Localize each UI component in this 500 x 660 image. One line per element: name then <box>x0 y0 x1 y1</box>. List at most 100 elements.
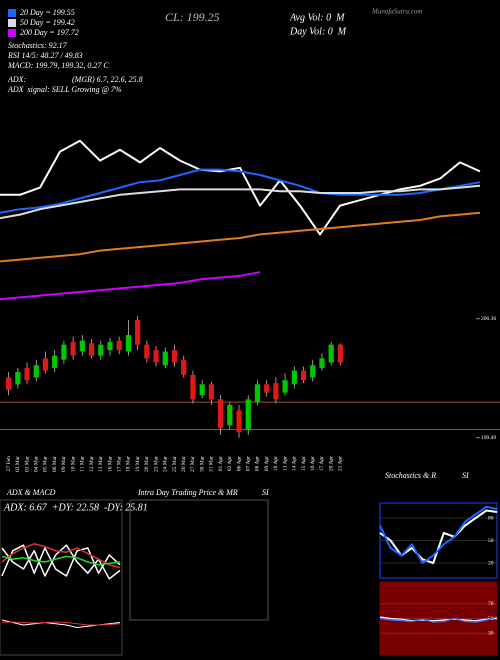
candle-body <box>6 377 12 390</box>
candle-body <box>135 320 141 345</box>
x-tick-label: 09 Apr <box>264 456 270 471</box>
x-tick-label: 20 Mar <box>144 456 150 472</box>
candle-body <box>181 359 187 375</box>
candle-body <box>61 344 67 360</box>
y-tick-label: 70 <box>488 601 494 607</box>
y-tick-label: 20 <box>488 560 494 566</box>
x-tick-label: 11 Mar <box>80 456 86 472</box>
x-tick-label: 02 Mar <box>15 456 21 472</box>
candle-body <box>273 382 279 400</box>
series-line <box>1 543 121 569</box>
panel-subtitle: ADX: 6.67 +DY: 22.58 -DY: 25.81 <box>3 502 148 513</box>
x-tick-label: 10 Mar <box>70 456 76 472</box>
y-tick-label: 200.36 <box>481 316 496 322</box>
adx-values: (MGR) 6.7, 22.6, 25.8 <box>72 75 143 84</box>
series-line <box>0 139 481 236</box>
candle-body <box>190 374 196 400</box>
adx-label: ADX: <box>7 75 27 84</box>
x-tick-label: 24 Mar <box>163 456 169 472</box>
series-line <box>379 505 498 564</box>
x-tick-label: 21 Apr <box>338 456 344 471</box>
panel-title: ADX & MACD <box>6 488 56 497</box>
x-tick-label: 08 Apr <box>255 456 261 471</box>
candle-body <box>337 344 343 363</box>
header-line: Stochastics: 92.17 <box>8 41 68 50</box>
series-line <box>379 616 498 623</box>
series-line <box>0 168 481 214</box>
y-tick-label: 80 <box>488 515 494 521</box>
legend-label: 20 Day = 199.55 <box>20 8 75 17</box>
candle-body <box>98 344 104 356</box>
series-line <box>1 555 121 566</box>
candle-body <box>42 358 49 371</box>
x-tick-label: 15 Apr <box>301 456 307 471</box>
intraday-title: SI <box>262 488 269 497</box>
legend-label: 200 Day = 197.72 <box>20 28 79 37</box>
candle-body <box>24 367 30 381</box>
x-tick-label: 23 Mar <box>153 456 159 472</box>
x-tick-label: 13 Mar <box>98 456 104 472</box>
candle-body <box>171 350 178 363</box>
x-tick-label: 06 Mar <box>52 456 58 472</box>
candle-body <box>52 355 58 368</box>
series-line <box>1 544 121 580</box>
candle-body <box>310 365 316 378</box>
candle-body <box>208 384 214 400</box>
x-tick-label: 03 Mar <box>24 456 30 472</box>
x-tick-label: 07 Apr <box>245 456 251 471</box>
candle-body <box>144 344 150 359</box>
legend-swatch <box>8 9 16 17</box>
x-tick-label: 16 Mar <box>107 456 113 472</box>
x-tick-label: 18 Mar <box>126 456 132 472</box>
x-tick-label: 19 Mar <box>135 456 141 472</box>
x-tick-label: 12 Mar <box>89 456 95 472</box>
series-line <box>379 509 498 564</box>
x-tick-label: 25 Mar <box>172 456 178 472</box>
legend-swatch <box>8 19 16 27</box>
x-tick-label: 04 Mar <box>34 456 40 472</box>
series-line <box>379 616 498 622</box>
candle-body <box>162 351 168 366</box>
candle-body <box>116 340 122 351</box>
header-line: MACD: 199.79, 199.32, 0.27 C <box>7 61 109 70</box>
x-tick-label: 17 Apr <box>319 456 325 471</box>
panel-title: Stochastics & R <box>385 471 436 480</box>
x-tick-label: 01 Apr <box>218 456 224 471</box>
x-tick-label: 05 Mar <box>43 456 49 472</box>
x-tick-label: 14 Apr <box>292 456 298 471</box>
candle-body <box>88 343 95 356</box>
candle-body <box>70 341 76 356</box>
x-tick-label: 10 Apr <box>273 456 279 471</box>
candle-body <box>107 341 113 351</box>
x-tick-label: 06 Apr <box>236 456 242 471</box>
x-tick-label: 16 Apr <box>310 456 316 471</box>
candle-body <box>217 399 224 429</box>
x-tick-label: 31 Mar <box>209 456 215 472</box>
x-tick-label: 30 Mar <box>199 456 205 472</box>
y-tick-label: 30 <box>488 630 494 636</box>
candle-body <box>15 372 21 385</box>
x-tick-label: 27 Feb <box>6 456 12 471</box>
candle-body <box>264 384 270 393</box>
candle-body <box>227 404 233 426</box>
x-tick-label: 26 Mar <box>181 456 187 472</box>
candle-body <box>254 384 261 403</box>
series-line <box>0 184 481 220</box>
x-tick-label: 20 Apr <box>328 456 334 471</box>
panel-title: SI <box>462 471 469 480</box>
candle-body <box>79 340 85 352</box>
candle-body <box>245 399 251 430</box>
candle-body <box>125 335 132 352</box>
x-tick-label: 27 Mar <box>190 456 196 472</box>
legend-swatch <box>8 29 16 37</box>
y-tick-label: 199.49 <box>481 435 496 441</box>
candle-body <box>153 350 159 363</box>
x-tick-label: 02 Apr <box>227 456 233 471</box>
candle-body <box>199 384 205 396</box>
candle-body <box>291 370 297 385</box>
y-tick-label: 50 <box>488 538 494 544</box>
intraday-title: Intra Day Trading Price & MR <box>137 488 238 497</box>
series-line <box>1 544 121 577</box>
site-name: MunafaSutra.com <box>371 8 422 16</box>
